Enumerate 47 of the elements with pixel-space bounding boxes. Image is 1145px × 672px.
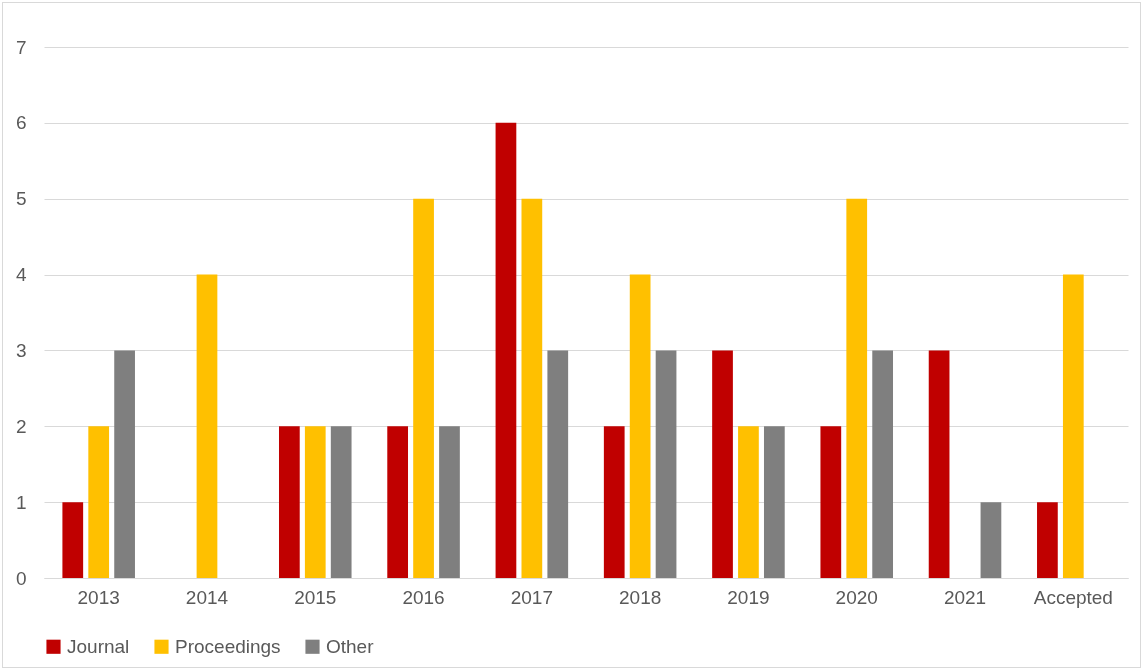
y-tick-label: 7 <box>15 36 27 58</box>
x-tick-label: 2021 <box>943 586 987 608</box>
bar <box>712 350 733 578</box>
bar <box>603 426 625 578</box>
bar <box>495 122 517 578</box>
y-tick-label: 4 <box>15 264 27 286</box>
x-tick-label: 2014 <box>185 586 229 608</box>
bar <box>413 198 434 578</box>
legend-label: Proceedings <box>175 635 281 657</box>
bar <box>928 350 950 578</box>
y-tick-label: 2 <box>15 415 27 437</box>
legend-label: Other <box>326 635 375 657</box>
y-tick-label: 0 <box>15 567 27 589</box>
x-tick-label: 2015 <box>294 586 337 608</box>
x-tick-label: 2013 <box>77 586 120 608</box>
x-tick-label: 2017 <box>510 586 553 608</box>
bar <box>196 274 218 578</box>
y-tick-label: 6 <box>15 112 27 134</box>
bar <box>1062 274 1084 578</box>
y-tick-label: 3 <box>15 339 27 361</box>
bar <box>278 426 300 578</box>
y-tick-label: 1 <box>15 491 27 513</box>
bar <box>62 502 84 578</box>
bar <box>846 198 868 578</box>
bar <box>738 426 759 578</box>
bar <box>1037 502 1058 578</box>
bar <box>547 350 569 578</box>
bar <box>88 426 110 578</box>
legend-label: Journal <box>67 635 130 657</box>
x-tick-label: 2016 <box>402 586 445 608</box>
bar <box>872 350 894 578</box>
bar <box>655 350 677 578</box>
bar <box>629 274 651 578</box>
x-tick-label: 2019 <box>727 586 770 608</box>
bar <box>114 350 135 578</box>
x-tick-label: 2018 <box>619 586 662 608</box>
y-tick-label: 5 <box>15 188 27 210</box>
bar <box>820 426 842 578</box>
bar <box>763 426 785 578</box>
bar <box>387 426 409 578</box>
bar <box>304 426 326 578</box>
bar <box>439 426 460 578</box>
x-tick-label: Accepted <box>1033 586 1113 608</box>
bar <box>980 502 1002 578</box>
bar <box>330 426 352 578</box>
x-tick-label: 2020 <box>835 586 878 608</box>
bar <box>521 198 543 578</box>
